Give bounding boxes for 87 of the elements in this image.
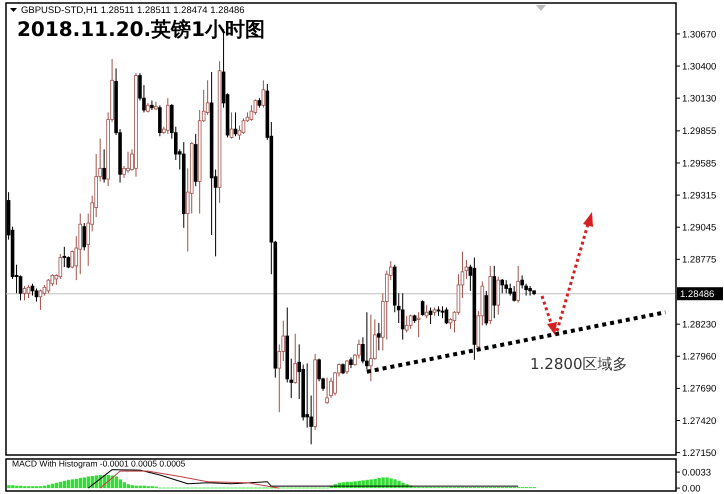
candlestick — [377, 322, 381, 351]
y-tick-label: 1.28775 — [682, 254, 716, 266]
bar — [47, 484, 50, 488]
candlestick — [126, 151, 130, 174]
bar — [54, 482, 58, 488]
candlestick — [369, 314, 373, 382]
bar — [43, 486, 46, 488]
y-tick-label: 0.00 — [682, 483, 700, 494]
bar — [142, 486, 146, 488]
bar — [138, 486, 142, 488]
annotation: 1.2800区域多 — [530, 355, 628, 374]
y-tick-label: 1.30670 — [682, 29, 716, 40]
candlestick — [408, 314, 412, 330]
candlestick — [424, 304, 428, 319]
bar — [385, 477, 389, 488]
y-tick-label: 1.28230 — [682, 319, 716, 330]
candlestick — [436, 306, 440, 316]
candlestick — [309, 395, 313, 445]
candlestick — [361, 336, 365, 364]
bar — [62, 480, 66, 488]
candlestick — [516, 265, 520, 304]
candlestick — [420, 300, 424, 316]
candlestick — [293, 333, 298, 384]
candlestick — [349, 356, 353, 369]
bar — [66, 480, 70, 488]
candlestick — [150, 100, 154, 111]
y-tick-label: 0.0033 — [682, 467, 712, 478]
bar — [134, 486, 138, 488]
bar — [377, 478, 381, 488]
candlestick — [46, 278, 50, 294]
bar — [114, 476, 118, 488]
candlestick — [38, 289, 42, 310]
candlestick — [524, 283, 528, 296]
y-tick-label: 1.27420 — [682, 416, 716, 427]
candlestick — [325, 377, 329, 404]
bar — [70, 479, 74, 488]
y-tick-label: 1.30400 — [682, 61, 716, 72]
bar — [11, 485, 15, 488]
bar — [19, 486, 23, 488]
y-tick-label: 1.29315 — [682, 190, 716, 202]
candlestick — [416, 312, 420, 338]
candlestick — [400, 292, 404, 340]
candlestick — [500, 278, 504, 294]
y-tick-label: 1.29855 — [682, 126, 716, 138]
candlestick — [26, 284, 30, 298]
bar — [74, 478, 78, 488]
candlestick — [102, 148, 106, 184]
candlestick — [34, 288, 38, 302]
candlestick — [62, 246, 66, 268]
candlestick — [504, 280, 508, 294]
chart-subtitle: GBPUSD-STD,H1 1.28511 1.28511 1.28474 1.28486 — [21, 5, 245, 16]
candlestick — [22, 286, 26, 301]
bar — [110, 475, 114, 488]
candlestick — [234, 112, 238, 137]
bar — [7, 485, 11, 488]
bar — [15, 486, 19, 488]
candlestick — [404, 315, 408, 333]
candlestick — [341, 362, 345, 375]
candlestick — [345, 359, 349, 375]
y-tick-label: 1.30130 — [682, 93, 716, 104]
y-tick-label: 1.27960 — [682, 352, 716, 363]
line-series — [100, 470, 280, 489]
y-tick-label: 1.27150 — [682, 448, 716, 459]
bar — [58, 482, 62, 488]
candlestick — [70, 250, 74, 269]
y-tick-label: 1.29045 — [682, 222, 716, 234]
text: 2018.11.20.英镑1小时图 — [17, 17, 266, 41]
candlestick — [262, 80, 266, 108]
candlestick — [512, 286, 516, 302]
candlestick — [146, 102, 150, 113]
candlestick — [82, 222, 86, 251]
chart-title: MACD With Histogram -0.0001 0.0005 0.0005 — [12, 458, 186, 468]
bar — [381, 477, 385, 488]
candlestick — [230, 112, 234, 140]
bar — [126, 484, 130, 488]
candlestick — [428, 307, 432, 325]
bar — [122, 482, 126, 488]
line-series — [88, 469, 519, 489]
candlestick — [444, 307, 448, 325]
y-tick-label: 1.29585 — [682, 158, 716, 170]
candlestick — [528, 286, 532, 296]
candlestick — [258, 98, 262, 108]
bar — [130, 485, 134, 488]
bar — [50, 484, 54, 488]
bar — [118, 479, 122, 488]
ref-line-label: 1.28486 — [680, 289, 714, 300]
y-tick-label: 1.27690 — [682, 384, 716, 395]
